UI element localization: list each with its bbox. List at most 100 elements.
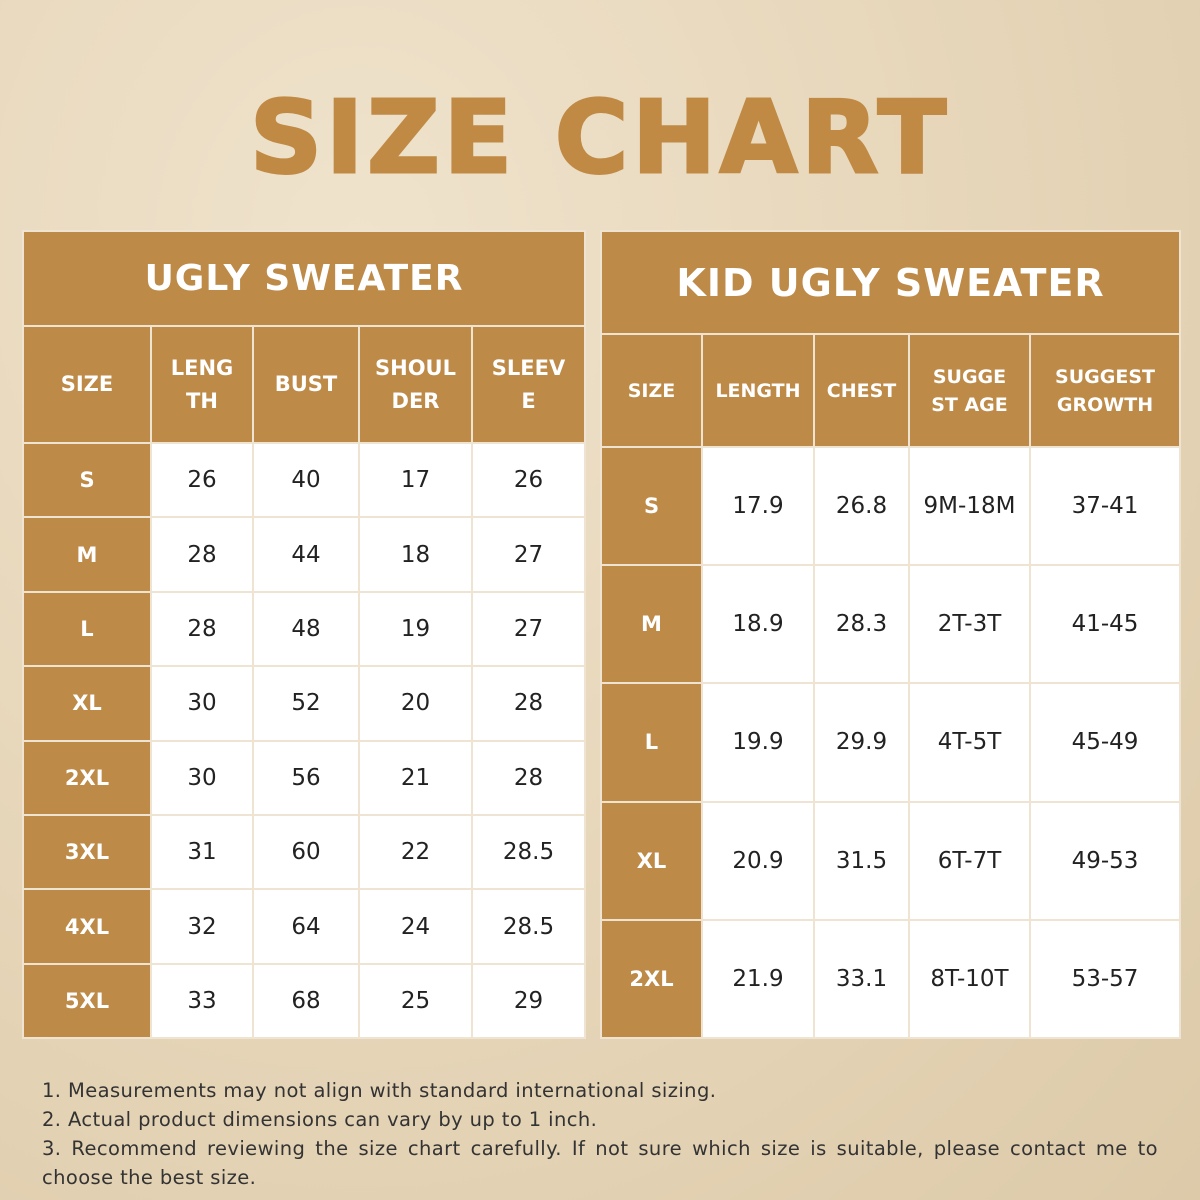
measurement-cell: 19 [358, 590, 473, 668]
measurement-cell: 22 [358, 813, 473, 891]
measurement-cell: 31.5 [813, 800, 910, 921]
measurement-cell: 21.9 [701, 918, 815, 1039]
measurement-cell: 6T-7T [908, 800, 1031, 921]
note: 2. Actual product dimensions can vary by… [42, 1108, 598, 1131]
table-title-row: KID UGLY SWEATER [599, 230, 1182, 335]
adult-size-table: UGLY SWEATER SIZE LENGTH BUST SHOULDER SLEEVE… [21, 230, 587, 1040]
header-row: SIZE LENGTH BUST SHOULDER SLEEVE [22, 325, 587, 444]
measurement-cell: 28 [150, 516, 254, 593]
measurement-cell: 33.1 [813, 918, 910, 1039]
measurement-cell: 29 [470, 962, 587, 1040]
table-row: S 26 40 17 26 [22, 441, 587, 519]
measurement-cell: 27 [470, 590, 587, 668]
size-label: S [22, 441, 152, 519]
table-row: S 17.9 26.8 9M-18M 37-41 [600, 445, 1182, 567]
measurement-cell: 2T-3T [908, 564, 1031, 685]
measurement-cell: 18.9 [701, 564, 815, 685]
measurement-cell: 41-45 [1028, 564, 1182, 685]
table-row: M 18.9 28.3 2T-3T 41-45 [600, 564, 1182, 685]
measurement-cell: 28 [150, 590, 254, 668]
size-label: M [600, 564, 703, 685]
table-title-row: UGLY SWEATER [21, 230, 587, 327]
column-header: SIZE [22, 325, 152, 444]
measurement-cell: 52 [252, 665, 360, 742]
measurement-cell: 30 [150, 665, 254, 742]
column-header: SUGGEST GROWTH [1028, 333, 1182, 448]
table-row: 3XL 31 60 22 28.5 [22, 813, 587, 891]
measurement-cell: 30 [150, 739, 254, 816]
table-row: L 28 48 19 27 [22, 590, 587, 668]
note: 3. Recommend reviewing the size chart ca… [42, 1137, 1158, 1189]
measurement-cell: 44 [252, 516, 360, 593]
measurement-cell: 48 [252, 590, 360, 668]
column-header: BUST [252, 325, 360, 444]
page-title: SIZE CHART [248, 78, 951, 198]
measurement-cell: 45-49 [1028, 682, 1182, 803]
measurement-cell: 68 [252, 962, 360, 1040]
size-label: 4XL [22, 888, 152, 965]
table-row: L 19.9 29.9 4T-5T 45-49 [600, 682, 1182, 803]
measurement-cell: 8T-10T [908, 918, 1031, 1039]
size-label: 2XL [22, 739, 152, 816]
kid-size-table: KID UGLY SWEATER SIZE LENGTH CHEST SUGGEST A… [599, 230, 1182, 1039]
measurement-cell: 33 [150, 962, 254, 1040]
column-header: CHEST [813, 333, 910, 448]
measurement-cell: 64 [252, 888, 360, 965]
measurement-cell: 27 [470, 516, 587, 593]
size-label: 5XL [22, 962, 152, 1040]
measurement-cell: 31 [150, 813, 254, 891]
note: 1. Measurements may not align with stand… [42, 1079, 717, 1102]
measurement-cell: 21 [358, 739, 473, 816]
column-header: SUGGEST AGE [908, 333, 1031, 448]
measurement-cell: 17 [358, 441, 473, 519]
measurement-cell: 32 [150, 888, 254, 965]
size-label: S [600, 445, 703, 567]
size-label: 2XL [600, 918, 703, 1039]
table-row: M 28 44 18 27 [22, 516, 587, 593]
column-header: SIZE [600, 333, 703, 448]
measurement-cell: 60 [252, 813, 360, 891]
table-row: 2XL 21.9 33.1 8T-10T 53-57 [600, 918, 1182, 1039]
measurement-cell: 28 [470, 665, 587, 742]
measurement-cell: 26 [470, 441, 587, 519]
measurement-cell: 19.9 [701, 682, 815, 803]
measurement-cell: 20.9 [701, 800, 815, 921]
column-header: SHOULDER [358, 325, 473, 444]
measurement-cell: 29.9 [813, 682, 910, 803]
measurement-cell: 28 [470, 739, 587, 816]
measurement-cell: 28.5 [470, 888, 587, 965]
measurement-cell: 17.9 [701, 445, 815, 567]
column-header: LENGTH [150, 325, 254, 444]
measurement-cell: 49-53 [1028, 800, 1182, 921]
table-row: XL 30 52 20 28 [22, 665, 587, 742]
measurement-cell: 20 [358, 665, 473, 742]
size-label: XL [22, 665, 152, 742]
size-label: M [22, 516, 152, 593]
measurement-cell: 18 [358, 516, 473, 593]
size-label: L [600, 682, 703, 803]
size-label: XL [600, 800, 703, 921]
measurement-cell: 26.8 [813, 445, 910, 567]
measurement-cell: 53-57 [1028, 918, 1182, 1039]
measurement-cell: 25 [358, 962, 473, 1040]
measurement-cell: 24 [358, 888, 473, 965]
measurement-cell: 4T-5T [908, 682, 1031, 803]
column-header: SLEEVE [470, 325, 587, 444]
notes: 1. Measurements may not align with stand… [42, 1076, 1158, 1192]
table-title: UGLY SWEATER [21, 230, 587, 327]
table-row: 2XL 30 56 21 28 [22, 739, 587, 816]
measurement-cell: 37-41 [1028, 445, 1182, 567]
table-row: 5XL 33 68 25 29 [22, 962, 587, 1040]
measurement-cell: 9M-18M [908, 445, 1031, 567]
table-row: 4XL 32 64 24 28.5 [22, 888, 587, 965]
size-label: L [22, 590, 152, 668]
measurement-cell: 28.5 [470, 813, 587, 891]
measurement-cell: 56 [252, 739, 360, 816]
column-header: LENGTH [701, 333, 815, 448]
table-title: KID UGLY SWEATER [599, 230, 1182, 335]
header-row: SIZE LENGTH CHEST SUGGEST AGE SUGGEST GROWTH [600, 333, 1182, 448]
size-label: 3XL [22, 813, 152, 891]
measurement-cell: 40 [252, 441, 360, 519]
table-row: XL 20.9 31.5 6T-7T 49-53 [600, 800, 1182, 921]
measurement-cell: 28.3 [813, 564, 910, 685]
